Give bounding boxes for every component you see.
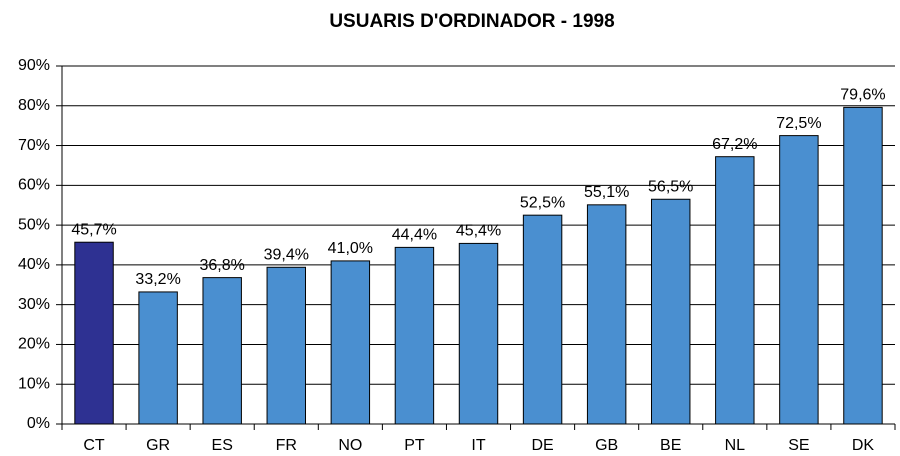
y-tick-label: 10% [18,375,50,392]
value-label: 41,0% [328,240,373,257]
y-tick-label: 90% [18,57,50,74]
x-tick-label: GB [595,437,618,454]
bar [779,135,819,425]
value-label: 45,7% [71,221,116,238]
x-tick-label: SE [788,437,809,454]
chart-title: USUARIS D'ORDINADOR - 1998 [329,11,614,32]
bar [586,204,627,425]
value-label: 72,5% [776,115,821,132]
x-tick-label: IT [471,437,485,454]
bar [394,246,435,425]
x-tick-label: FR [276,437,297,454]
value-label: 52,5% [520,194,565,211]
y-tick-label: 60% [18,177,50,194]
x-tick-label: GR [146,437,170,454]
bar [522,214,563,425]
bar [843,106,883,425]
x-tick-label: NL [725,437,746,454]
value-label: 45,4% [456,223,501,240]
bar [330,260,371,425]
value-label: 36,8% [200,257,245,274]
bar [715,156,755,425]
y-tick-label: 30% [18,296,50,313]
x-tick-label: NO [338,437,362,454]
bar [138,291,178,425]
y-tick-label: 80% [18,97,50,114]
value-label: 44,4% [392,227,437,244]
y-tick-label: 20% [18,336,50,353]
x-tick-label: DE [531,437,553,454]
y-tick-label: 70% [18,137,50,154]
value-label: 67,2% [712,136,757,153]
x-tick-label: CT [83,437,105,454]
bar [458,242,499,425]
y-tick-label: 0% [27,415,50,432]
value-label: 56,5% [648,178,693,195]
bar [202,277,242,425]
value-label: 79,6% [840,87,885,104]
bar [74,241,114,425]
bar [651,198,691,425]
value-label: 39,4% [264,246,309,263]
x-tick-label: DK [852,437,875,454]
y-tick-label: 40% [18,256,50,273]
bar [266,266,306,425]
x-tick-label: PT [404,437,425,454]
value-label: 33,2% [135,271,180,288]
x-tick-label: BE [660,437,681,454]
y-tick-label: 50% [18,216,50,233]
x-tick-label: ES [212,437,233,454]
value-label: 55,1% [584,184,629,201]
